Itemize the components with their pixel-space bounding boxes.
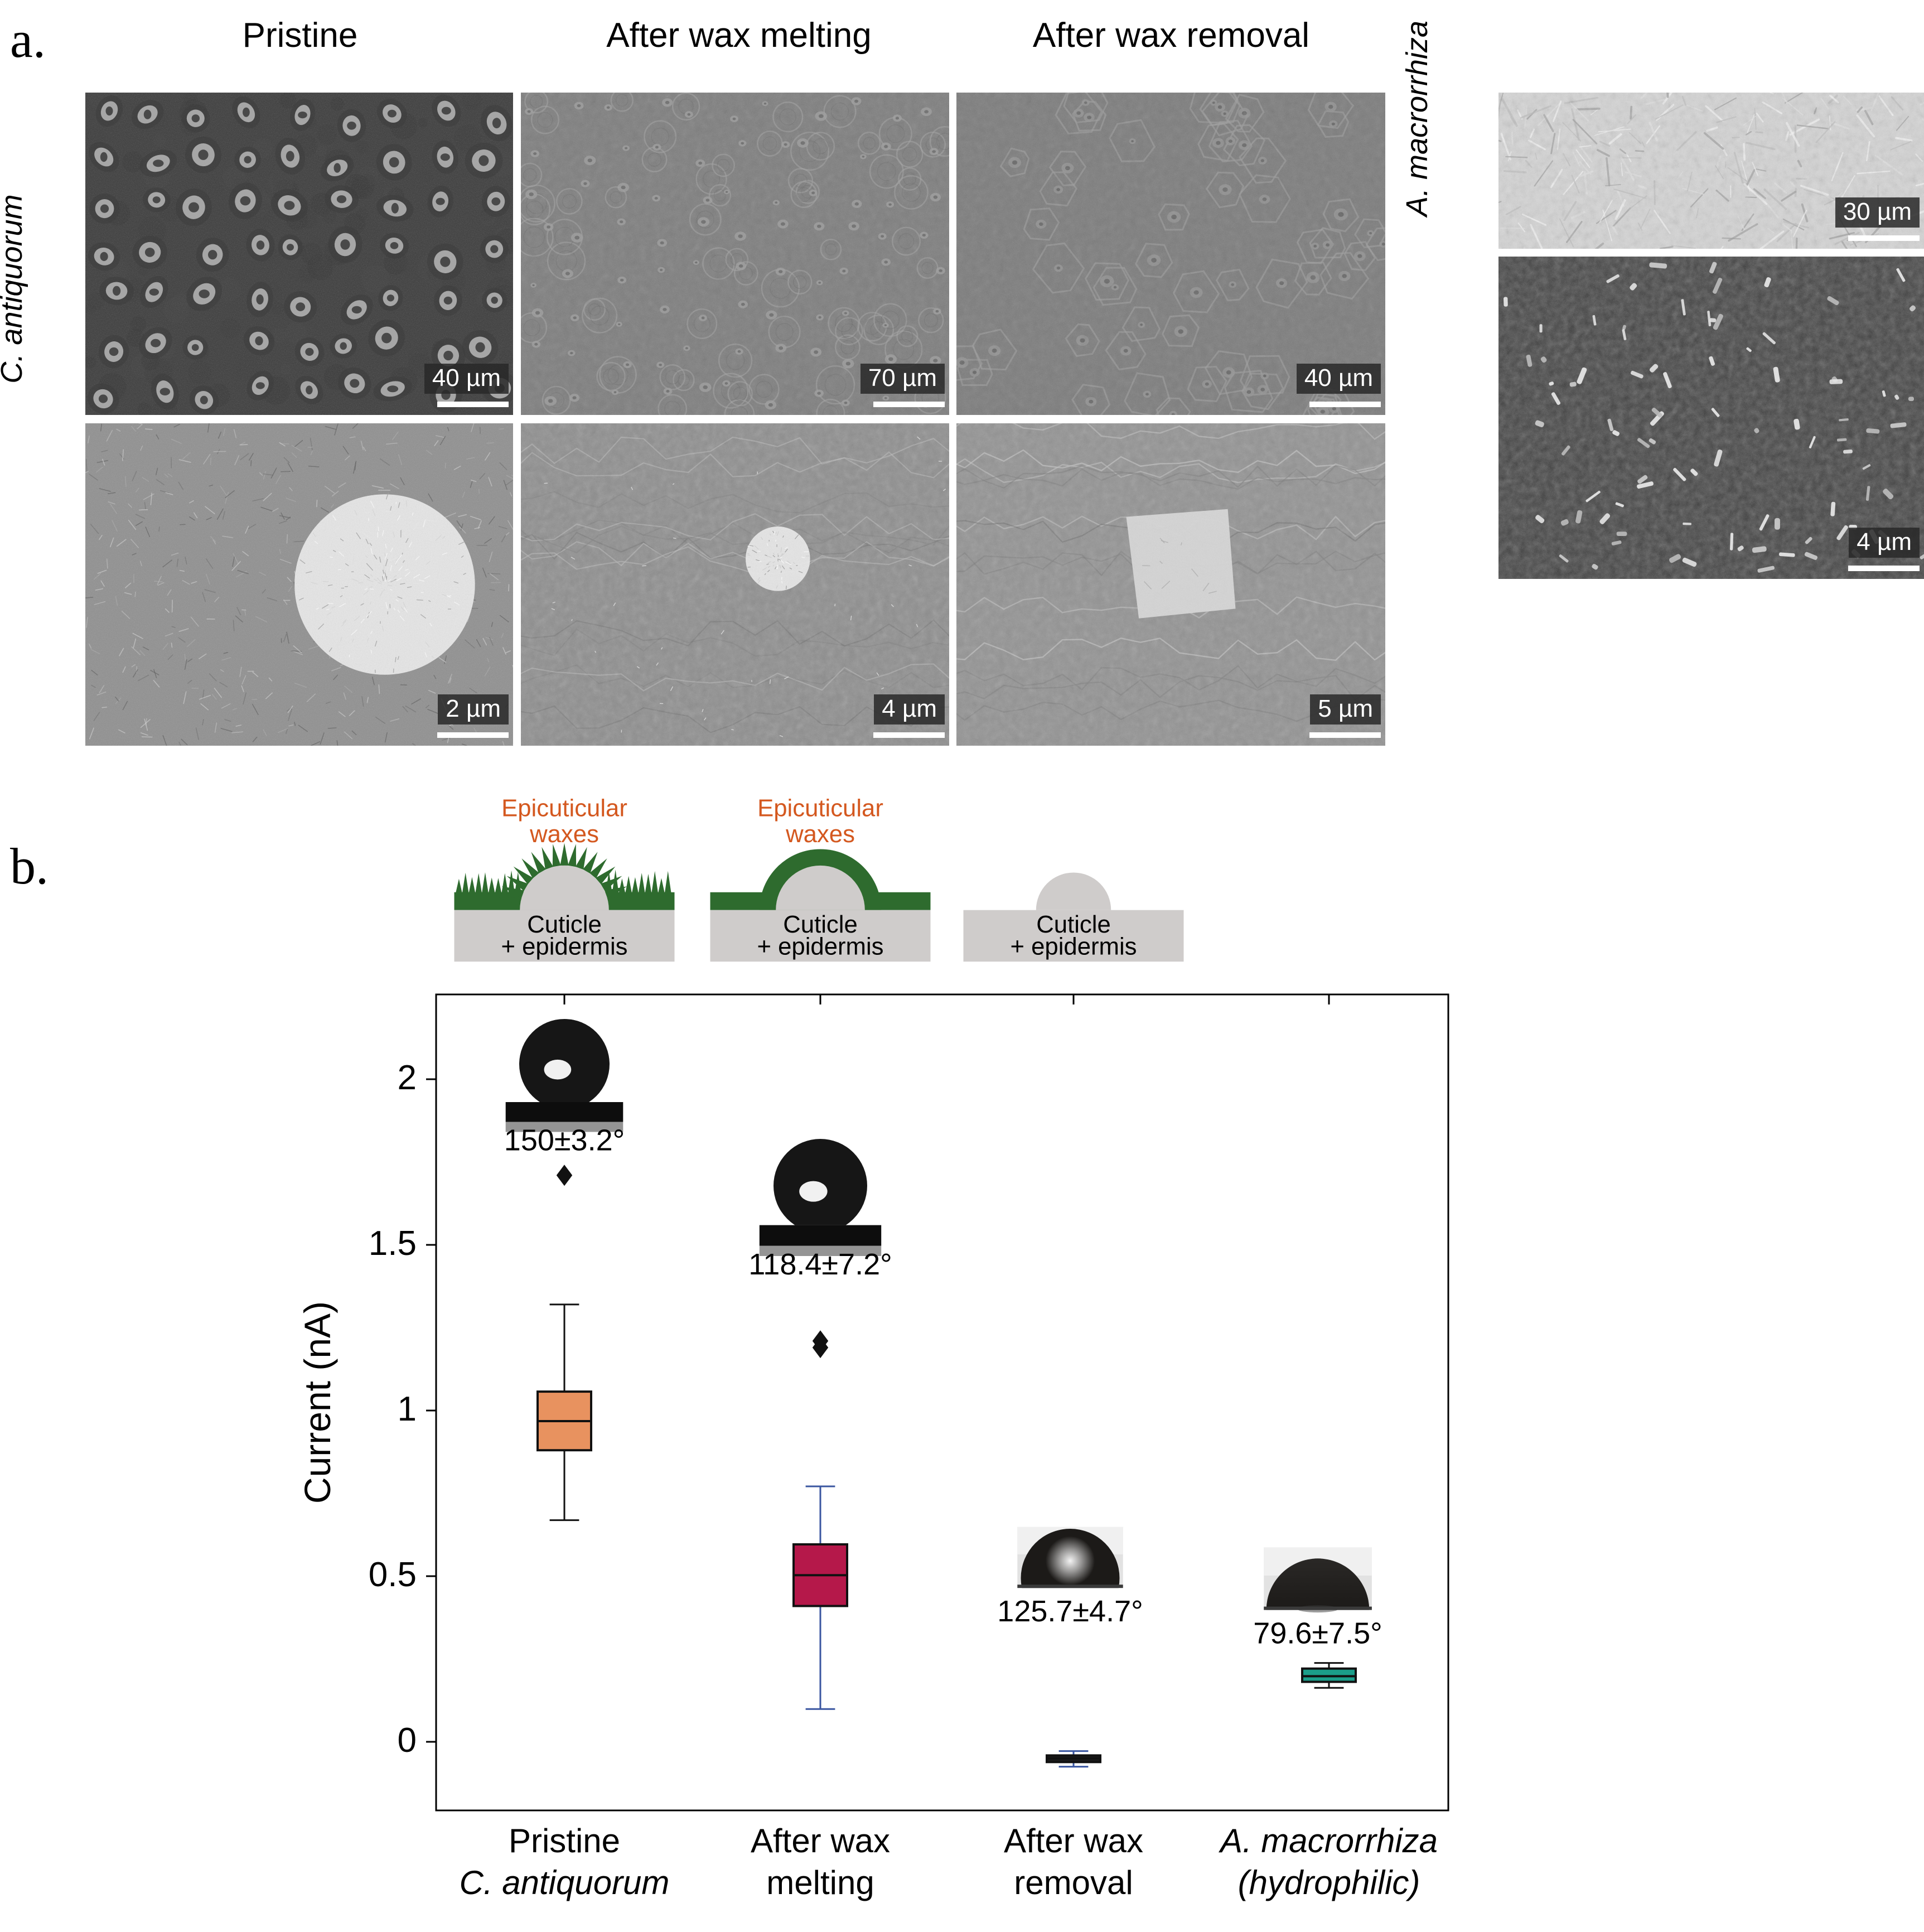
svg-text:2: 2	[398, 1059, 417, 1097]
svg-text:+ epidermis: + epidermis	[1010, 933, 1137, 960]
svg-text:A. macrorrhiza: A. macrorrhiza	[1219, 1822, 1438, 1859]
svg-text:After wax: After wax	[1004, 1822, 1143, 1859]
svg-text:1: 1	[398, 1390, 417, 1428]
svg-text:1.5: 1.5	[369, 1224, 417, 1263]
svg-text:(hydrophilic): (hydrophilic)	[1238, 1864, 1420, 1901]
svg-text:waxes: waxes	[529, 820, 599, 848]
svg-text:After wax: After wax	[751, 1822, 890, 1859]
svg-text:+ epidermis: + epidermis	[757, 933, 883, 960]
svg-text:Current (nA): Current (nA)	[297, 1301, 338, 1504]
svg-text:removal: removal	[1014, 1864, 1133, 1901]
svg-text:118.4±7.2°: 118.4±7.2°	[748, 1248, 892, 1281]
svg-text:0.5: 0.5	[369, 1556, 417, 1594]
svg-text:Epicuticular: Epicuticular	[501, 795, 627, 822]
svg-text:waxes: waxes	[785, 820, 855, 848]
svg-text:+ epidermis: + epidermis	[501, 933, 627, 960]
svg-text:C. antiquorum: C. antiquorum	[460, 1864, 670, 1901]
svg-text:Epicuticular: Epicuticular	[757, 795, 883, 822]
svg-text:Pristine: Pristine	[509, 1822, 620, 1859]
svg-text:125.7±4.7°: 125.7±4.7°	[997, 1595, 1143, 1628]
svg-text:79.6±7.5°: 79.6±7.5°	[1253, 1617, 1382, 1650]
svg-text:150±3.2°: 150±3.2°	[504, 1124, 625, 1157]
svg-text:0: 0	[398, 1721, 417, 1760]
svg-text:melting: melting	[766, 1864, 874, 1901]
